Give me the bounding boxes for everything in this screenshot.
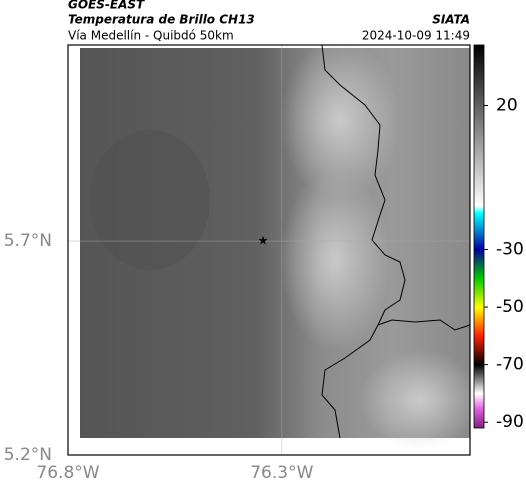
cloud [90, 130, 210, 270]
colorbar-tick-label: -50 [496, 297, 524, 317]
map-frame [67, 44, 471, 456]
location-marker: ★ [258, 234, 269, 248]
border [321, 44, 471, 439]
satellite-image [80, 40, 480, 450]
product: Temperatura de Brillo CH13 [68, 13, 255, 27]
colorbar-tick-label: -90 [496, 412, 524, 432]
satellite: GOES-EAST [68, 0, 145, 12]
colorbar-tick-label: -30 [496, 239, 524, 259]
cloud [280, 40, 400, 200]
region: Vía Medellín - Quibdó 50km [68, 29, 234, 43]
lat-tick-label: 5.7°N [4, 231, 52, 251]
source: SIATA [432, 13, 470, 27]
cloud [360, 350, 480, 450]
lon-tick-label: 76.8°W [36, 463, 99, 483]
cloud [280, 170, 390, 350]
lat-tick-label: 5.2°N [4, 445, 52, 465]
colorbar [473, 44, 485, 429]
timestamp: 2024-10-09 11:49 [362, 29, 470, 43]
colorbar-tick-label: 20 [496, 95, 518, 115]
colorbar-tick-label: -70 [496, 355, 524, 375]
lon-tick-label: 76.3°W [250, 463, 313, 483]
